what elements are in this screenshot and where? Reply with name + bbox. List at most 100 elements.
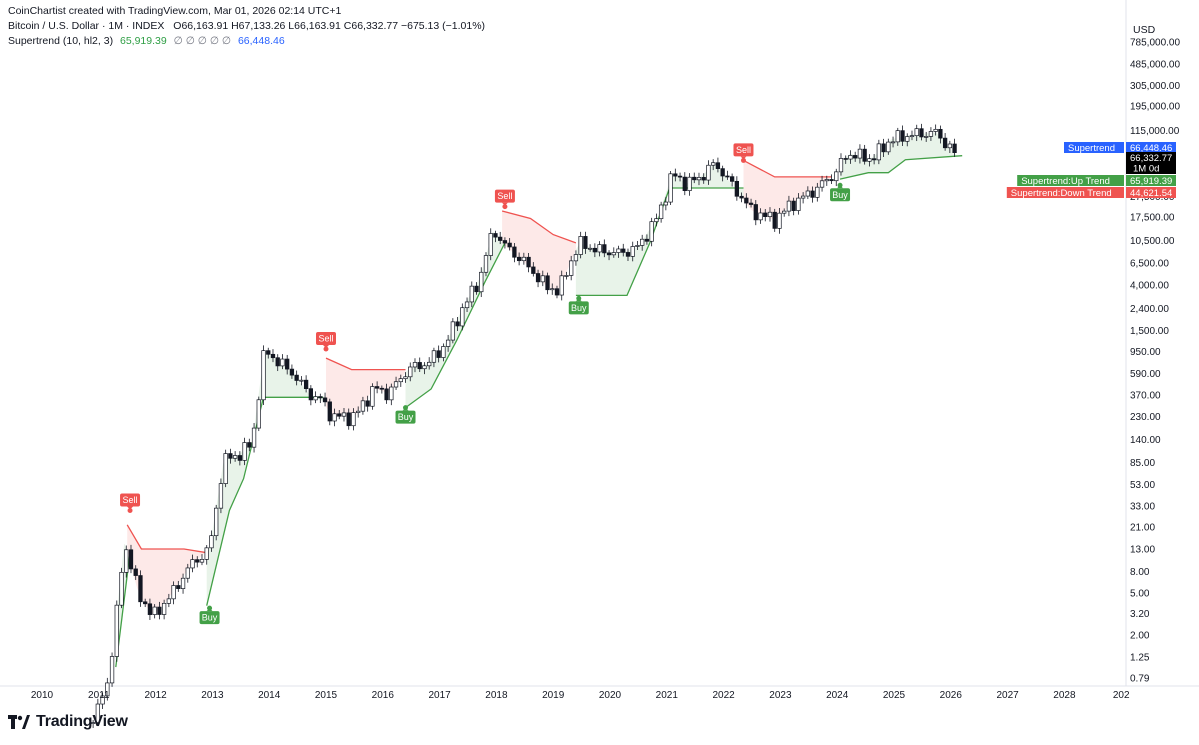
candle (871, 153, 877, 165)
x-tick-label: 2020 (599, 690, 622, 701)
downtrend-fill (743, 160, 832, 220)
supertrend-up-line (405, 242, 506, 409)
candle (166, 593, 172, 608)
candle (810, 186, 815, 203)
candle (886, 138, 891, 155)
y-tick-label: 140.00 (1130, 435, 1161, 446)
candle (294, 370, 299, 386)
candle (228, 448, 233, 464)
candle (535, 269, 541, 288)
candle (739, 192, 744, 203)
price-label: 66,448.46 Supertrend (1064, 142, 1176, 154)
chart-attribution: CoinChartist created with TradingView.co… (8, 5, 342, 17)
y-tick-label: 13.00 (1130, 545, 1155, 556)
indicator-name[interactable]: Supertrend (10, hl2, 3) (8, 35, 114, 47)
signal-label: Buy (398, 412, 414, 422)
candle (337, 410, 342, 420)
candle (550, 283, 555, 295)
sell-signal[interactable]: Sell (733, 143, 754, 163)
candle (403, 372, 408, 383)
y-tick-label: 0.79 (1130, 674, 1150, 685)
x-tick-label: 2025 (883, 690, 906, 701)
candle (109, 652, 115, 687)
sell-signal[interactable]: Sell (120, 493, 141, 513)
candle (261, 345, 266, 406)
sell-signal[interactable]: Sell (494, 189, 515, 210)
candle (658, 201, 664, 223)
candle (209, 530, 214, 552)
candle (701, 173, 706, 184)
candle (185, 563, 190, 583)
candle (398, 374, 403, 387)
candle (280, 354, 285, 370)
candle (95, 698, 101, 727)
candle (171, 581, 176, 605)
candle (569, 255, 574, 281)
candle (412, 358, 418, 373)
tradingview-logo[interactable]: TradingView (8, 713, 128, 731)
candle (516, 252, 522, 266)
x-tick-label: 2022 (712, 690, 735, 701)
candle (493, 230, 498, 243)
candle (256, 396, 261, 432)
uptrend-fill (575, 182, 670, 296)
x-tick-label: 2012 (144, 690, 167, 701)
candle (251, 422, 257, 453)
candle (687, 173, 692, 196)
candle (834, 168, 839, 187)
candle (384, 383, 389, 404)
candle (876, 139, 882, 165)
candle (180, 573, 186, 594)
y-tick-label: 85.00 (1130, 458, 1155, 469)
y-tick-label: 230.00 (1130, 412, 1161, 423)
candle (796, 193, 801, 215)
price-label: 65,919.39 Supertrend:Up Trend (1017, 175, 1176, 187)
candle (933, 124, 938, 136)
x-tick-label: 2023 (769, 690, 792, 701)
indicator-legend[interactable]: Supertrend (10, hl2, 3) 65,919.39 ∅ ∅ ∅ … (8, 35, 285, 47)
candle (417, 357, 422, 372)
price-label-value: 44,621.54 (1130, 188, 1172, 199)
candle (625, 248, 631, 262)
price-label-value: 66,448.46 (1130, 143, 1172, 154)
candle (393, 376, 399, 391)
candle (157, 601, 162, 620)
x-tick-label: 2027 (996, 690, 1019, 701)
candle (270, 349, 276, 363)
candle (176, 580, 181, 592)
sell-signal[interactable]: Sell (316, 331, 336, 352)
uptrend-fill (669, 163, 744, 200)
candle (195, 556, 200, 568)
y-tick-label: 3.20 (1130, 609, 1150, 620)
price-label-sub: 1M 0d (1133, 164, 1159, 175)
candle (360, 396, 366, 415)
y-tick-label: 2.00 (1130, 631, 1150, 642)
candle (777, 207, 782, 234)
candle (696, 172, 702, 186)
buy-signal[interactable]: Buy (199, 605, 220, 625)
candle (597, 241, 602, 257)
candle (242, 437, 247, 466)
buy-signal[interactable]: Buy (395, 405, 416, 424)
candle (327, 398, 332, 426)
buy-signal[interactable]: Buy (830, 182, 851, 202)
price-label-name: Supertrend (1068, 143, 1115, 154)
candle (767, 207, 773, 222)
y-tick-label: 53.00 (1130, 480, 1155, 491)
candle (881, 138, 886, 158)
x-tick-label: 2014 (258, 690, 281, 701)
buy-signal[interactable]: Buy (568, 295, 589, 315)
candle (559, 270, 564, 301)
tradingview-logo-text: TradingView (36, 713, 128, 730)
candle (427, 357, 432, 370)
candle (729, 173, 735, 187)
candle (190, 554, 195, 573)
candle (663, 196, 669, 211)
candle (531, 262, 536, 277)
symbol-name[interactable]: Bitcoin / U.S. Dollar · 1M · INDEX (8, 20, 165, 32)
candle (138, 570, 143, 607)
candle (431, 347, 437, 368)
uptrend-fill (840, 132, 963, 180)
candle (857, 144, 863, 164)
